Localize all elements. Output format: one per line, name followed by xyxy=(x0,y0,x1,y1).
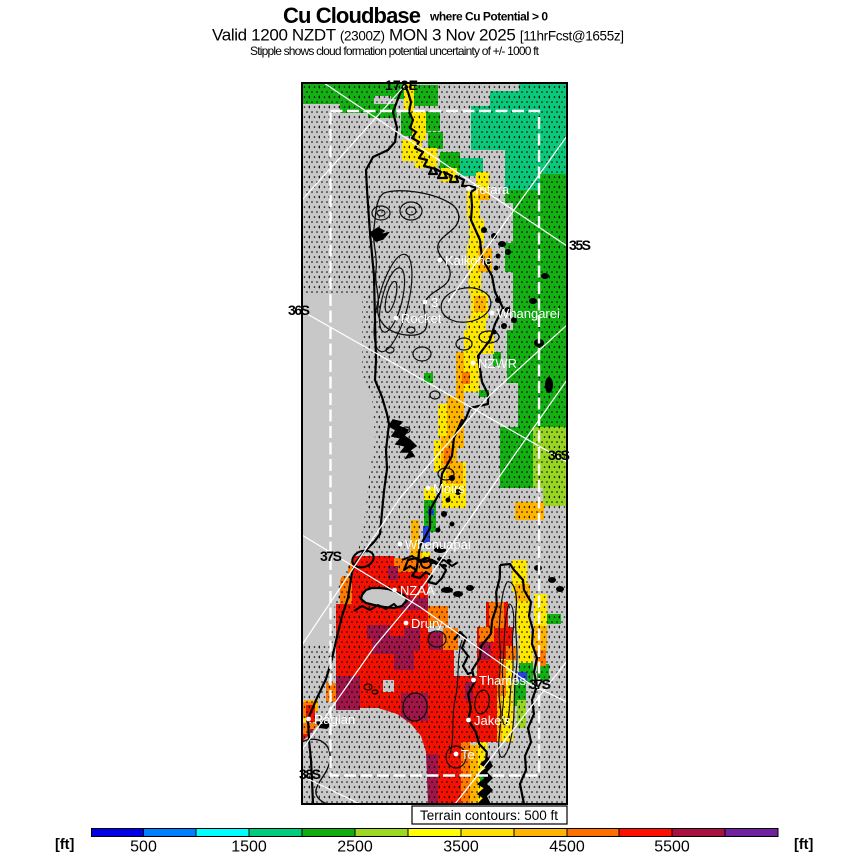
svg-text:Raglan: Raglan xyxy=(314,712,355,727)
svg-text:Te: Te xyxy=(461,747,475,762)
svg-text:37S: 37S xyxy=(529,676,551,692)
svg-text:[ft]: [ft] xyxy=(794,837,813,853)
svg-text:4500: 4500 xyxy=(549,839,585,856)
svg-text:3500: 3500 xyxy=(443,839,479,856)
svg-text:500: 500 xyxy=(130,839,157,856)
svg-text:Moirs: Moirs xyxy=(433,481,465,496)
svg-text:Rocket: Rocket xyxy=(401,311,442,326)
svg-text:Drury: Drury xyxy=(411,616,443,631)
svg-text:[ft]: [ft] xyxy=(55,837,74,853)
svg-text:Totara: Totara xyxy=(473,182,510,197)
svg-text:35S: 35S xyxy=(569,237,591,253)
svg-text:173E: 173E xyxy=(385,77,418,93)
svg-text:Terrain contours: 500 ft: Terrain contours: 500 ft xyxy=(420,808,558,823)
svg-text:Thames: Thames xyxy=(479,673,526,688)
svg-text:Cu Cloudbase: Cu Cloudbase xyxy=(283,3,421,28)
svg-text:36S: 36S xyxy=(548,447,570,463)
svg-text:where Cu Potential > 0: where Cu Potential > 0 xyxy=(429,10,548,24)
svg-text:38S: 38S xyxy=(299,766,321,782)
svg-text:NZWR: NZWR xyxy=(478,356,517,371)
svg-text:Valid 1200 NZDT (2300Z) MON 3: Valid 1200 NZDT (2300Z) MON 3 Nov 2025 [… xyxy=(212,26,624,45)
svg-text:Whangarei: Whangarei xyxy=(497,306,560,321)
svg-text:3: 3 xyxy=(431,295,438,310)
svg-text:1500: 1500 xyxy=(231,839,267,856)
svg-text:Stipple shows cloud formation: Stipple shows cloud formation potential … xyxy=(250,44,540,58)
svg-text:Whenuapai: Whenuapai xyxy=(405,537,471,552)
svg-text:2500: 2500 xyxy=(337,839,373,856)
svg-text:Kaikohe: Kaikohe xyxy=(445,253,492,268)
svg-text:5500: 5500 xyxy=(654,839,690,856)
svg-text:36S: 36S xyxy=(288,302,310,318)
svg-text:NZAA: NZAA xyxy=(400,583,435,598)
svg-text:Jake's: Jake's xyxy=(474,713,511,728)
svg-text:37S: 37S xyxy=(320,548,342,564)
